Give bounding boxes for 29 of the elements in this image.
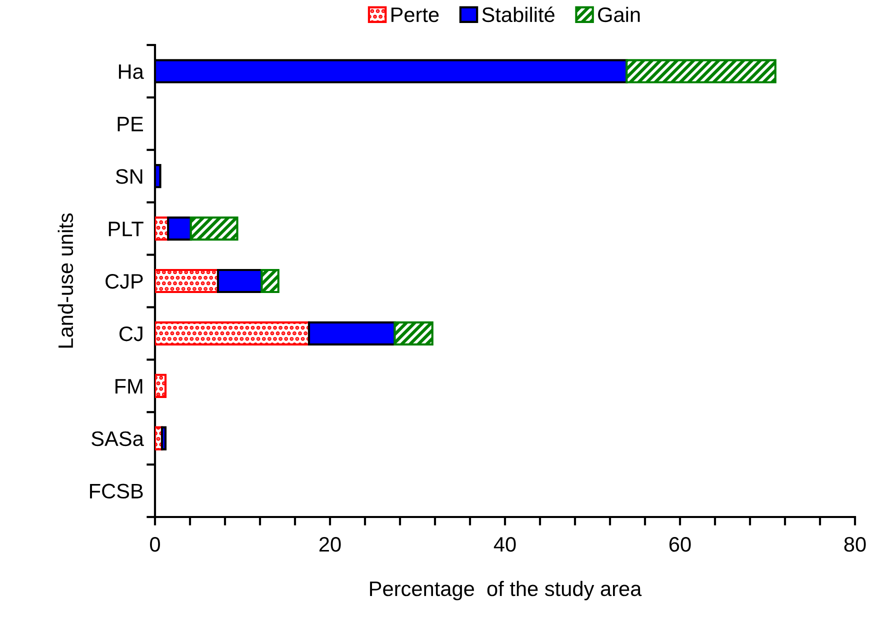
x-tick-label: 0: [150, 536, 160, 552]
bar: [626, 59, 776, 84]
y-tick-label: FM: [116, 379, 142, 394]
x-tick-label: 80: [844, 536, 866, 552]
x-axis-title: Percentage of the study area: [370, 580, 642, 600]
legend-label: Gain: [598, 6, 640, 22]
bar: [155, 321, 310, 346]
bar: [190, 216, 238, 241]
bar: [216, 268, 263, 294]
bar: [308, 321, 396, 346]
bar: [160, 426, 167, 450]
y-tick-label: Ha: [118, 64, 144, 79]
bar: [394, 321, 434, 346]
x-tick-label: 60: [669, 536, 691, 552]
y-axis-title: Land-use units: [58, 213, 74, 348]
legend-label: Stabilité: [482, 6, 554, 22]
x-tick-label: 20: [319, 536, 341, 552]
y-tick-label: SASa: [92, 431, 144, 446]
y-tick-label: FCSB: [90, 484, 143, 499]
bar: [260, 268, 280, 294]
y-tick-label: PE: [118, 116, 143, 132]
y-tick-label: CJP: [106, 274, 143, 289]
x-tick-label: 40: [494, 536, 516, 552]
bar: [167, 216, 192, 241]
legend-label: Perte: [392, 8, 439, 22]
y-tick-label: SN: [116, 169, 142, 184]
y-tick-label: CJ: [119, 326, 142, 342]
bar: [155, 374, 167, 398]
y-tick-label: PLT: [108, 222, 144, 236]
